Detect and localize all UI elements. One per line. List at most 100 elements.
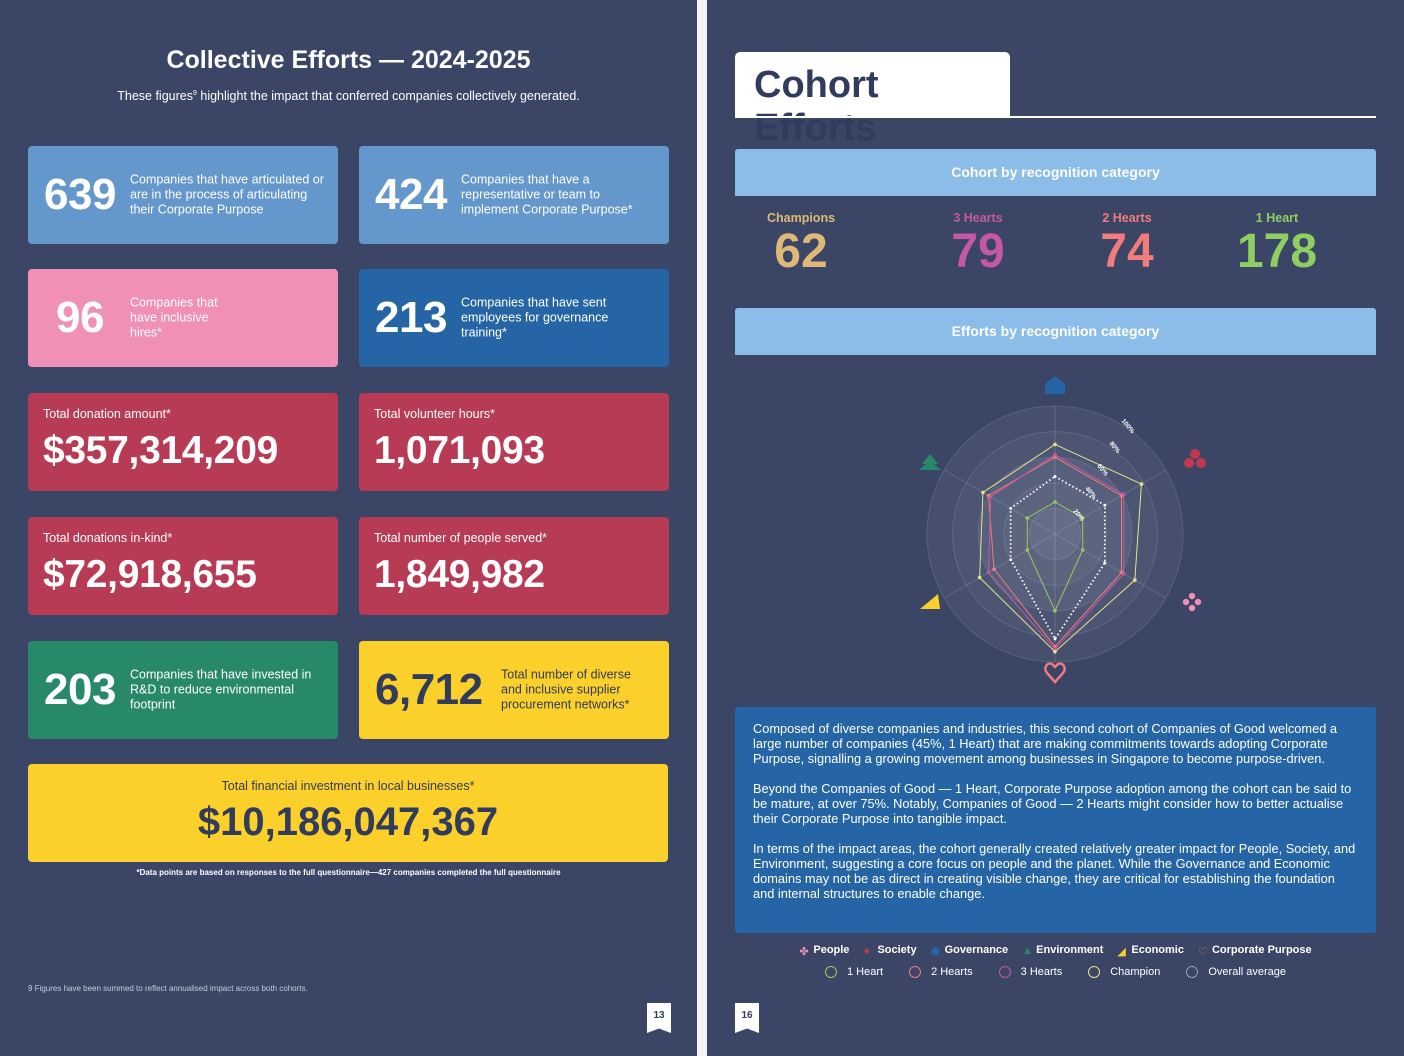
radar-axis-line (943, 533, 1056, 599)
radar-point (1053, 609, 1057, 613)
people-icon (1182, 592, 1202, 612)
radar-point (1080, 548, 1085, 552)
category-2-hearts: 2 Hearts 74 (1062, 211, 1192, 279)
environment-icon (919, 454, 941, 470)
radar-point (1053, 442, 1057, 447)
total-value: 1,849,982 (374, 553, 545, 596)
stat-description: Companies that have a representative or … (461, 172, 633, 217)
radar-grid-ring (1028, 507, 1082, 561)
radar-point (1139, 482, 1144, 486)
total-card-in-kind: Total donations in-kind* $72,918,655 (28, 517, 338, 615)
legend-series-2-hearts: 2 Hearts (909, 966, 973, 978)
stat-description: Companies that have sent employees for g… (461, 295, 609, 340)
radar-point (1053, 647, 1057, 651)
total-value: 1,071,093 (374, 429, 545, 472)
total-label: Total donations in-kind* (43, 531, 173, 545)
radar-point (1103, 503, 1107, 507)
governance-icon (1045, 376, 1065, 394)
radar-point (1009, 507, 1013, 510)
category-label: Champions (766, 211, 836, 225)
ring-icon (1186, 966, 1199, 978)
total-label: Total donation amount* (43, 407, 171, 421)
radar-axis-line (1054, 469, 1167, 535)
category-count: 79 (951, 225, 1005, 278)
radar-point (981, 490, 985, 495)
radar-point (986, 570, 991, 575)
economic-icon: ◢ (1117, 946, 1126, 958)
heart-icon: ♡ (1197, 946, 1208, 958)
category-champions: Champions 62 (736, 211, 866, 279)
ring-icon (998, 966, 1011, 978)
legend-item-people: ✤ People (799, 944, 850, 958)
page-title-box: Cohort Efforts (735, 52, 1010, 149)
radar-point (1080, 516, 1085, 520)
society-icon (1184, 449, 1206, 468)
radar-point (977, 575, 982, 580)
stat-number: 203 (44, 665, 116, 714)
radar-point (1053, 452, 1057, 457)
environment-icon: ▲ (1022, 945, 1034, 957)
page-number: 13 (647, 1003, 671, 1033)
legend-series-champion: Champion (1088, 966, 1160, 978)
total-card-donation: Total donation amount* $357,314,209 (28, 393, 338, 491)
category-1-heart: 1 Heart 178 (1212, 211, 1342, 279)
radar-chart: 20%40%60%80%100% (919, 376, 1206, 684)
page-title: Collective Efforts — 2024-2025 (166, 46, 531, 74)
stat-description: Companies that have invested in R&D to r… (130, 667, 312, 712)
stat-card-inclusive-hires: 96 Companies that have inclusive hires* (28, 269, 338, 367)
stat-description: Companies that have articulated or are i… (130, 172, 324, 217)
category-count: 178 (1236, 225, 1318, 278)
radar-point (1121, 492, 1126, 497)
total-value: $10,186,047,367 (197, 800, 499, 844)
ring-icon (824, 966, 837, 978)
legend-item-society: ● Society (863, 944, 917, 957)
title-underline (735, 116, 1376, 118)
category-count: 74 (1100, 225, 1154, 278)
stat-card-governance-training: 213 Companies that have sent employees f… (359, 269, 669, 367)
total-value: $357,314,209 (43, 429, 278, 472)
governance-icon: ⬟ (930, 946, 941, 958)
stat-card-articulated: 639 Companies that have articulated or a… (28, 146, 338, 244)
economic-icon (920, 594, 940, 609)
footnote: 9 Figures have been summed to reflect an… (28, 984, 308, 993)
heart-icon (1044, 662, 1066, 684)
category-count: 62 (774, 225, 828, 278)
stat-number: 424 (375, 170, 447, 219)
stat-number: 6,712 (375, 665, 483, 714)
radar-point (1009, 558, 1013, 561)
ring-icon (909, 966, 922, 978)
society-icon: ● (863, 945, 871, 957)
legend-series-1-heart: 1 Heart (824, 966, 883, 978)
radar-point (1053, 649, 1057, 654)
description-paragraph: Composed of diverse companies and indust… (753, 721, 1337, 766)
page-subtitle: These figures9 highlight the impact that… (117, 89, 580, 103)
left-page: Collective Efforts — 2024-2025 These fig… (0, 0, 697, 1056)
radar-grid-ring (926, 405, 1184, 663)
impact-area-legend: ✤ People ● Society ⬟ Governance ▲ Environmen… (735, 944, 1376, 958)
legend-item-economic: ◢ Economic (1117, 944, 1184, 958)
ring-icon (1088, 966, 1101, 978)
data-note: *Data points are based on responses to t… (136, 868, 561, 877)
page-title: Cohort Efforts (754, 64, 879, 149)
description-paragraph: Beyond the Companies of Good — 1 Heart, … (753, 781, 1352, 826)
radar-grid-ring (1003, 482, 1107, 586)
series-legend: 1 Heart 2 Hearts 3 Hearts Champion Overa… (735, 966, 1376, 978)
legend-item-environment: ▲ Environment (1022, 944, 1104, 957)
right-page: Cohort Efforts Cohort by recognition cat… (707, 0, 1404, 1056)
stat-card-representative: 424 Companies that have a representative… (359, 146, 669, 244)
stat-card-supplier: 6,712 Total number of diverse and inclus… (359, 641, 669, 739)
total-card-people-served: Total number of people served* 1,849,982 (359, 517, 669, 615)
page-number: 16 (735, 1003, 759, 1033)
section-header-efforts: Efforts by recognition category (735, 308, 1376, 355)
category-label: 3 Hearts (953, 211, 1003, 225)
legend-item-governance: ⬟ Governance (930, 944, 1009, 958)
total-label: Total volunteer hours* (374, 407, 495, 421)
radar-point (1053, 455, 1057, 459)
radar-point (1053, 475, 1057, 478)
description-box: Composed of diverse companies and indust… (735, 707, 1376, 933)
radar-grid-ring (952, 431, 1158, 637)
description-paragraph: In terms of the impact areas, the cohort… (753, 841, 1356, 901)
legend-series-3-hearts: 3 Hearts (998, 966, 1062, 978)
legend-item-corporate-purpose: ♡ Corporate Purpose (1197, 944, 1312, 958)
category-label: 1 Heart (1255, 211, 1299, 225)
